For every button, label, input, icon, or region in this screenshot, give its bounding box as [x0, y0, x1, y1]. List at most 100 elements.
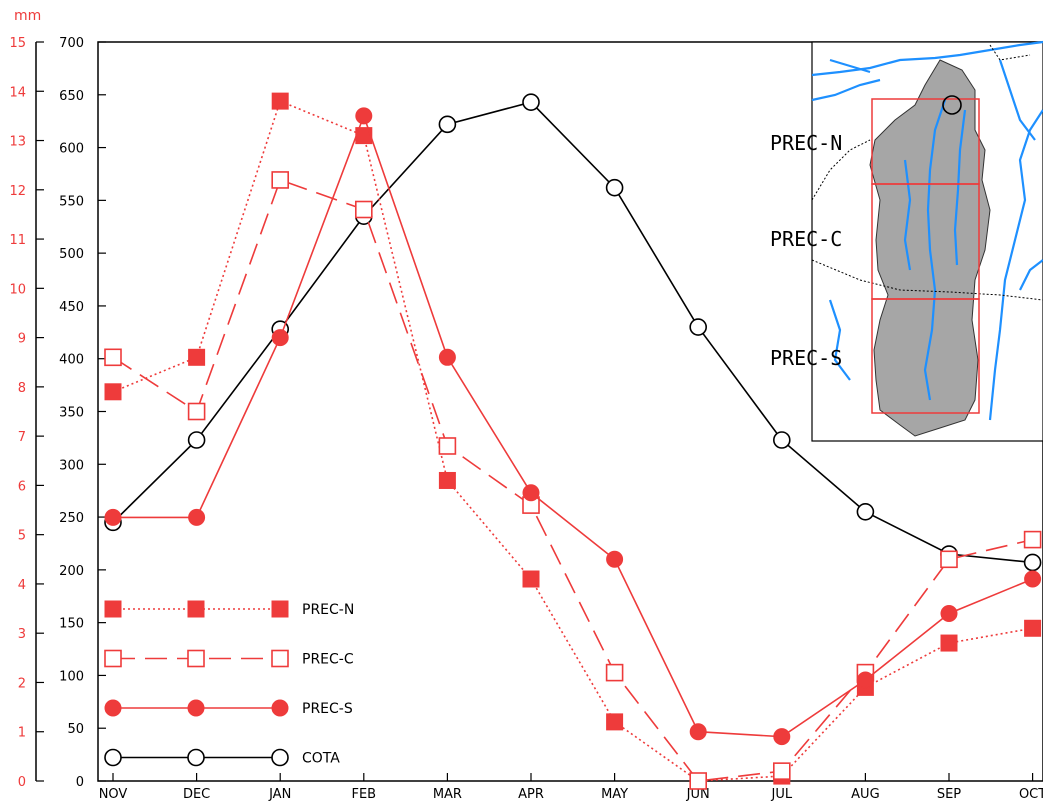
x-tick-label: JAN: [268, 787, 291, 802]
legend-item-prec-s: PREC-S: [104, 699, 353, 717]
x-axis: NOV DEC JAN FEB MAR APR MAY JUN JUL AUG SEP OCT: [99, 773, 1043, 802]
mm-tick-label: 7: [18, 430, 26, 445]
x-tick-label: MAR: [433, 787, 462, 802]
x-tick-label: SEP: [937, 787, 961, 802]
data-point: [438, 348, 456, 366]
cm-tick-label: 450: [59, 300, 84, 315]
data-point: [606, 713, 624, 731]
data-point: [187, 402, 206, 421]
legend-label: COTA: [302, 751, 340, 767]
x-tick-label: FEB: [351, 787, 376, 802]
x-tick-label: AUG: [851, 787, 879, 802]
series-line: [112, 178, 1033, 782]
data-point: [1024, 619, 1042, 637]
mm-tick-label: 9: [18, 332, 26, 347]
cm-tick-label: 350: [59, 406, 84, 421]
x-tick-label: JUL: [771, 787, 793, 802]
data-point: [1023, 530, 1042, 549]
data-point: [689, 772, 708, 790]
data-point: [689, 318, 708, 336]
cm-tick-label: 0: [76, 775, 84, 790]
mm-tick-label: 12: [9, 184, 26, 199]
inset-map: PREC-N PREC-C PREC-S: [770, 40, 1043, 442]
cm-tick-label: 150: [59, 617, 84, 632]
legend-marker: [187, 748, 205, 767]
mm-tick-label: 8: [18, 381, 26, 396]
data-point: [772, 762, 791, 780]
cm-tick-label: 400: [59, 353, 84, 368]
legend-item-prec-c: PREC-C: [104, 649, 354, 668]
series-line: [112, 101, 1033, 564]
data-point: [104, 383, 122, 401]
legend-marker: [104, 649, 122, 668]
data-point: [271, 329, 289, 347]
data-point: [271, 92, 289, 110]
legend-marker: [271, 649, 289, 668]
cm-tick-label: 300: [59, 458, 84, 473]
data-point: [522, 93, 540, 111]
series-line: [113, 113, 1033, 738]
legend-label: PREC-S: [302, 701, 353, 717]
mm-tick-label: 14: [9, 85, 26, 100]
legend-marker: [271, 600, 289, 618]
data-point: [354, 200, 373, 219]
cm-tick-label: 650: [59, 89, 84, 104]
data-point: [606, 550, 624, 568]
data-point: [773, 728, 791, 746]
station-marker: [942, 95, 962, 115]
legend-label: PREC-C: [302, 652, 354, 668]
series-prec-c: [104, 171, 1042, 790]
legend-marker: [187, 600, 205, 618]
data-point: [689, 723, 707, 741]
mm-tick-label: 5: [18, 529, 26, 544]
data-point: [104, 508, 122, 526]
data-point: [271, 171, 290, 189]
inset-label-prec-n: PREC-N: [770, 131, 842, 155]
data-point: [772, 431, 791, 449]
data-point: [188, 508, 206, 526]
cm-tick-label: 50: [67, 722, 84, 737]
data-point: [1023, 553, 1042, 572]
mm-tick-label: 1: [18, 726, 26, 741]
cm-tick-label: 200: [59, 564, 84, 579]
x-tick-label: NOV: [99, 787, 128, 802]
legend-marker: [271, 748, 289, 767]
series-prec-s: [104, 107, 1042, 746]
x-tick-label: JUN: [686, 787, 710, 802]
borders: [811, 44, 1043, 301]
legend-item-prec-n: PREC-N: [104, 600, 354, 618]
data-point: [940, 634, 958, 652]
mm-tick-label: 15: [9, 36, 26, 51]
data-point: [940, 604, 958, 622]
x-tick-label: DEC: [183, 787, 210, 802]
cm-tick-label: 500: [59, 247, 84, 262]
series-prec-n: [104, 92, 1042, 790]
mm-tick-label: 2: [18, 676, 26, 691]
data-point: [605, 178, 624, 197]
legend-marker: [187, 649, 205, 668]
legend-marker: [104, 699, 122, 717]
data-point: [438, 115, 457, 134]
cm-axis: 0 50 100 150 200 250 300 350 400 450 500 550 600 650 7…: [59, 36, 106, 790]
mm-tick-label: 13: [9, 135, 26, 150]
mm-tick-label: 3: [18, 627, 26, 642]
data-point: [438, 437, 457, 455]
data-point: [1024, 570, 1042, 588]
rivers: [811, 40, 1043, 421]
cm-tick-label: 250: [59, 511, 84, 526]
x-tick-label: APR: [518, 787, 544, 802]
data-point: [187, 431, 206, 449]
data-point: [856, 502, 875, 521]
legend: PREC-N PREC-C PREC-S COTA: [104, 600, 354, 767]
legend-marker: [187, 699, 205, 717]
mm-tick-label: 0: [18, 775, 26, 790]
data-point: [355, 107, 373, 125]
cm-tick-label: 100: [59, 669, 84, 684]
region-boxes: [871, 98, 980, 414]
series-line: [112, 100, 1033, 782]
cm-tick-label: 700: [59, 36, 84, 51]
data-point: [522, 484, 540, 502]
data-point: [438, 471, 456, 489]
series-layer: [104, 92, 1042, 790]
